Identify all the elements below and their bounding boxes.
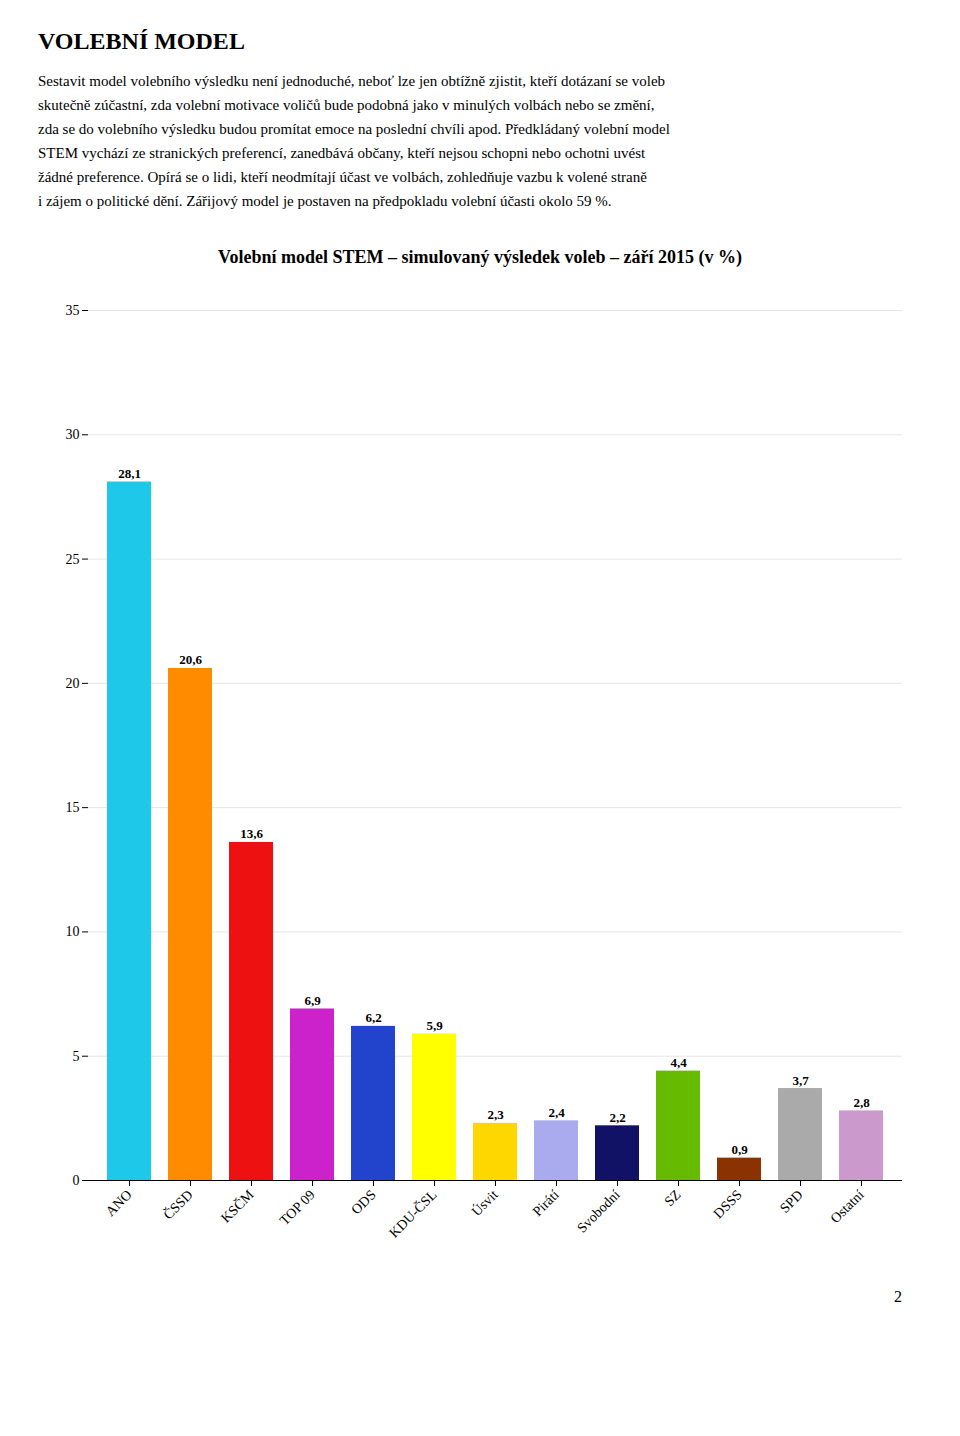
svg-text:ODS: ODS (348, 1187, 378, 1217)
svg-text:2,2: 2,2 (609, 1110, 625, 1125)
html-text:VOLEBNÍ MODEL: VOLEBNÍ MODEL (38, 28, 245, 54)
html-text:STEM vychází ze stranických pr: STEM vychází ze stranických preferencí, … (38, 145, 646, 161)
svg-text:15: 15 (66, 800, 80, 815)
html-text:žádné preference. Opírá se o l: žádné preference. Opírá se o lidi, kteří… (38, 169, 647, 185)
svg-text:0: 0 (73, 1173, 80, 1188)
svg-text:5,9: 5,9 (426, 1018, 443, 1033)
svg-text:3,7: 3,7 (792, 1073, 809, 1088)
svg-text:25: 25 (66, 552, 80, 567)
html-text:skutečně zúčastní, zda volební: skutečně zúčastní, zda volební motivace … (38, 97, 655, 113)
svg-text:2,8: 2,8 (853, 1095, 870, 1110)
svg-text:6,2: 6,2 (365, 1010, 381, 1025)
svg-text:10: 10 (66, 924, 80, 939)
svg-text:KSČM: KSČM (217, 1186, 257, 1226)
svg-text:4,4: 4,4 (670, 1055, 687, 1070)
svg-text:Svobodní: Svobodní (574, 1187, 623, 1236)
svg-text:2,3: 2,3 (487, 1107, 504, 1122)
svg-text:Úsvit: Úsvit (468, 1186, 501, 1219)
svg-text:6,9: 6,9 (304, 993, 321, 1008)
svg-text:2,4: 2,4 (548, 1105, 565, 1120)
svg-text:0,9: 0,9 (731, 1142, 748, 1157)
svg-text:SZ: SZ (662, 1187, 684, 1209)
svg-text:5: 5 (73, 1049, 80, 1064)
svg-text:Ostatní: Ostatní (828, 1187, 867, 1226)
html-text:Volební model STEM – simulovan: Volební model STEM – simulovaný výsledek… (218, 247, 742, 267)
svg-text:28,1: 28,1 (118, 466, 141, 481)
html-text:2: 2 (894, 1288, 902, 1305)
html-text:Sestavit model volebního výsle: Sestavit model volebního výsledku není j… (38, 73, 666, 89)
svg-text:SPD: SPD (777, 1187, 806, 1216)
svg-text:DSSS: DSSS (711, 1187, 745, 1221)
svg-text:20: 20 (66, 676, 80, 691)
svg-text:ČSSD: ČSSD (160, 1186, 196, 1222)
svg-text:20,6: 20,6 (179, 652, 202, 667)
svg-text:35: 35 (66, 303, 80, 318)
svg-text:30: 30 (66, 427, 80, 442)
svg-text:ANO: ANO (103, 1187, 135, 1219)
svg-text:Pirátí: Pirátí (530, 1187, 562, 1219)
html-text:zda se do volebního výsledku b: zda se do volebního výsledku budou promí… (38, 121, 670, 137)
svg-text:KDU-ČSL: KDU-ČSL (386, 1186, 440, 1240)
svg-text:TOP 09: TOP 09 (277, 1187, 318, 1228)
html-text:i zájem o politické dění. Záři: i zájem o politické dění. Zářijový model… (38, 193, 612, 209)
svg-text:13,6: 13,6 (240, 826, 263, 841)
